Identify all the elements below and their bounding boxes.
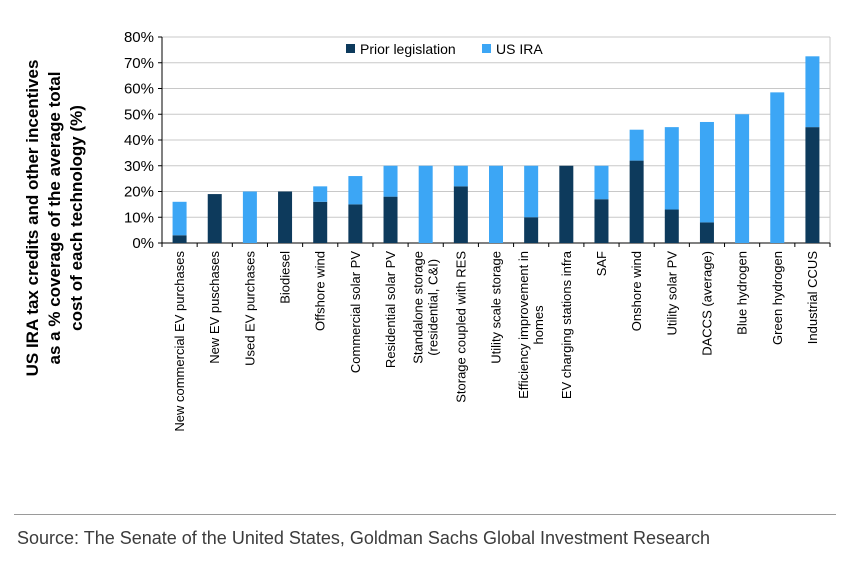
x-category-label: Onshore wind — [629, 251, 644, 331]
x-category-label-line: Utility solar PV — [664, 251, 679, 336]
bar-prior-legislation — [699, 222, 714, 243]
x-category-label: EV charging stations infra — [559, 250, 574, 399]
bar-us-ira — [770, 92, 785, 243]
x-category-label-line: Residential solar PV — [383, 251, 398, 368]
x-category-label: Utility scale storage — [489, 251, 504, 364]
x-category-label-line: (residential, C&I) — [426, 259, 441, 356]
bar-us-ira — [735, 114, 750, 243]
x-category-label: Efficiency improvement inhomes — [516, 251, 546, 399]
x-category-label: Commercial solar PV — [348, 251, 363, 373]
bar-us-ira — [383, 165, 398, 197]
x-category-label-line: Efficiency improvement in — [516, 251, 531, 399]
y-axis-title-line: US IRA tax credits and other incentives — [23, 60, 42, 377]
x-axis: New commercial EV purchases New EV puscha… — [161, 243, 831, 432]
x-category-label: Green hydrogen — [770, 251, 785, 345]
bar-us-ira — [172, 201, 187, 236]
bar-prior-legislation — [453, 186, 468, 243]
x-category-label: New EV puschases — [207, 251, 222, 364]
x-category-label: Industrial CCUS — [805, 251, 820, 345]
x-category-label: Standalone storage(residential, C&I) — [411, 251, 441, 364]
bar-prior-legislation — [594, 199, 609, 243]
bar-prior-legislation — [559, 165, 574, 243]
x-category-label-line: SAF — [594, 251, 609, 276]
x-category-label-line: EV charging stations infra — [559, 250, 574, 399]
x-category-label-line: Standalone storage — [411, 251, 426, 364]
x-category-label: DACCS (average) — [699, 251, 714, 356]
x-category-label-line: Storage coupled with RES — [453, 251, 468, 403]
y-axis-title-line: as a % coverage of the average total — [45, 72, 64, 365]
x-category-label: Storage coupled with RES — [453, 251, 468, 403]
y-tick-label: 10% — [124, 209, 154, 226]
bar-us-ira — [629, 129, 644, 161]
x-category-label-line: New EV puschases — [207, 251, 222, 364]
bars — [172, 56, 820, 243]
bar-prior-legislation — [524, 217, 539, 243]
y-axis: 0% 10% 20% 30% 40% 50% 60% 70% 80% — [124, 29, 831, 252]
bar-us-ira — [489, 165, 503, 243]
x-category-label-line: Green hydrogen — [770, 251, 785, 345]
bar-prior-legislation — [278, 191, 293, 243]
x-category-label: Biodiesel — [278, 251, 293, 304]
bar-prior-legislation — [383, 196, 398, 243]
bar-us-ira — [594, 165, 609, 200]
y-tick-label: 60% — [124, 81, 154, 98]
y-tick-label: 50% — [124, 106, 154, 123]
bar-us-ira — [805, 56, 820, 128]
y-tick-label: 30% — [124, 158, 154, 175]
bar-prior-legislation — [664, 209, 679, 243]
bar-us-ira — [524, 165, 539, 218]
legend-swatch-prior-legislation — [346, 44, 355, 53]
y-tick-label: 20% — [124, 184, 154, 201]
legend-label: US IRA — [496, 41, 543, 57]
x-category-label-line: New commercial EV purchases — [172, 251, 187, 432]
legend-label: Prior legislation — [360, 41, 456, 57]
y-axis-title-line: cost of each technology (%) — [67, 105, 86, 331]
legend: Prior legislation US IRA — [346, 41, 543, 57]
bar-prior-legislation — [629, 160, 644, 243]
bar-prior-legislation — [207, 194, 222, 243]
x-category-label-line: Blue hydrogen — [735, 251, 750, 335]
x-category-label: Residential solar PV — [383, 251, 398, 368]
bar-us-ira — [313, 186, 328, 202]
source-note: Source: The Senate of the United States,… — [17, 528, 711, 548]
x-category-label-line: DACCS (average) — [699, 251, 714, 356]
x-category-label: Used EV purchases — [242, 251, 257, 366]
x-category-label-line: Commercial solar PV — [348, 251, 363, 373]
bar-prior-legislation — [348, 204, 363, 243]
legend-swatch-us-ira — [482, 44, 491, 53]
chart: US IRA tax credits and other incentives a… — [23, 29, 831, 432]
y-tick-label: 40% — [124, 132, 154, 149]
bar-us-ira — [699, 121, 714, 223]
y-tick-label: 70% — [124, 55, 154, 72]
x-category-label-line: Onshore wind — [629, 251, 644, 331]
x-category-label: New commercial EV purchases — [172, 251, 187, 432]
bar-us-ira — [453, 165, 468, 187]
bar-us-ira — [664, 127, 679, 210]
y-tick-label: 0% — [132, 235, 154, 252]
bar-us-ira — [418, 165, 433, 243]
bar-prior-legislation — [805, 127, 820, 243]
bar-prior-legislation — [313, 201, 328, 243]
y-tick-label: 80% — [124, 29, 154, 46]
y-axis-title: US IRA tax credits and other incentives a… — [23, 60, 86, 377]
x-category-label: Blue hydrogen — [735, 251, 750, 335]
x-category-label-line: homes — [531, 305, 546, 345]
x-category-label-line: Offshore wind — [313, 251, 328, 331]
bar-us-ira — [348, 176, 363, 205]
x-category-label: Offshore wind — [313, 251, 328, 331]
x-category-label-line: Industrial CCUS — [805, 251, 820, 345]
x-category-label-line: Biodiesel — [278, 251, 293, 304]
y-axis-label: US IRA tax credits and other incentives a… — [23, 60, 86, 377]
x-category-label: SAF — [594, 251, 609, 276]
x-category-label: Utility solar PV — [664, 251, 679, 336]
bar-prior-legislation — [172, 235, 187, 243]
x-category-label-line: Utility scale storage — [489, 251, 504, 364]
bar-us-ira — [242, 191, 257, 243]
divider — [14, 514, 836, 515]
x-category-label-line: Used EV purchases — [242, 251, 257, 366]
